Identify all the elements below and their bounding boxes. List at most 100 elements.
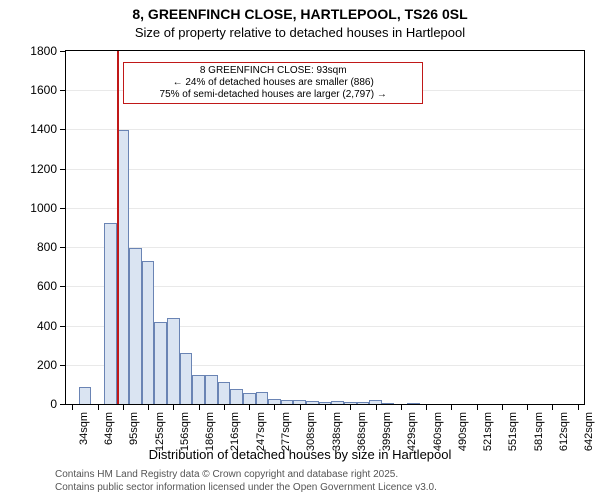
x-tick-label: 64sqm: [103, 412, 115, 462]
x-tick-label: 277sqm: [280, 412, 292, 462]
x-tick: [72, 405, 73, 410]
x-tick: [502, 405, 503, 410]
x-tick: [527, 405, 528, 410]
histogram-bar: [382, 403, 395, 404]
histogram-bar: [306, 401, 319, 404]
histogram-bar: [79, 387, 92, 404]
histogram-bar: [268, 399, 281, 404]
histogram-bar: [142, 261, 155, 404]
histogram-bar: [192, 375, 205, 404]
x-tick-label: 247sqm: [255, 412, 267, 462]
x-tick-label: 95sqm: [128, 412, 140, 462]
x-tick-label: 612sqm: [558, 412, 570, 462]
chart-subtitle: Size of property relative to detached ho…: [0, 25, 600, 40]
x-tick: [325, 405, 326, 410]
x-tick: [477, 405, 478, 410]
x-tick-label: 581sqm: [533, 412, 545, 462]
chart-title: 8, GREENFINCH CLOSE, HARTLEPOOL, TS26 0S…: [0, 6, 600, 22]
y-tick-label: 1400: [17, 122, 57, 136]
x-tick: [173, 405, 174, 410]
y-tick: [60, 169, 65, 170]
histogram-bar: [331, 401, 344, 404]
plot-area: 8 GREENFINCH CLOSE: 93sqm← 24% of detach…: [65, 50, 585, 405]
histogram-bar: [218, 382, 231, 404]
histogram-bar: [129, 248, 142, 404]
y-tick: [60, 365, 65, 366]
y-tick: [60, 90, 65, 91]
histogram-bar: [357, 402, 370, 404]
x-tick-label: 186sqm: [204, 412, 216, 462]
histogram-bar: [369, 400, 382, 404]
x-tick: [98, 405, 99, 410]
y-tick-label: 0: [17, 397, 57, 411]
x-tick: [578, 405, 579, 410]
histogram-bar: [205, 375, 218, 404]
x-tick: [350, 405, 351, 410]
gridline: [66, 129, 584, 130]
x-tick: [451, 405, 452, 410]
x-tick: [300, 405, 301, 410]
x-tick-label: 399sqm: [381, 412, 393, 462]
y-tick-label: 1200: [17, 162, 57, 176]
y-tick: [60, 326, 65, 327]
y-tick: [60, 247, 65, 248]
histogram-bar: [256, 392, 269, 404]
chart-container: { "chart": { "type": "histogram", "title…: [0, 0, 600, 500]
y-tick-label: 200: [17, 358, 57, 372]
credits-line-1: Contains HM Land Registry data © Crown c…: [55, 469, 437, 482]
x-tick: [199, 405, 200, 410]
histogram-bar: [230, 389, 243, 404]
histogram-bar: [180, 353, 193, 404]
x-tick-label: 125sqm: [154, 412, 166, 462]
x-tick-label: 460sqm: [432, 412, 444, 462]
y-tick: [60, 208, 65, 209]
y-tick: [60, 404, 65, 405]
histogram-bar: [167, 318, 180, 404]
y-tick-label: 800: [17, 240, 57, 254]
x-tick-label: 521sqm: [482, 412, 494, 462]
histogram-bar: [154, 322, 167, 404]
y-tick-label: 600: [17, 279, 57, 293]
x-tick-label: 368sqm: [356, 412, 368, 462]
x-tick-label: 490sqm: [457, 412, 469, 462]
x-tick-label: 308sqm: [305, 412, 317, 462]
x-tick-label: 216sqm: [229, 412, 241, 462]
x-tick-label: 551sqm: [507, 412, 519, 462]
annotation-line: 75% of semi-detached houses are larger (…: [128, 89, 418, 101]
histogram-bar: [104, 223, 117, 404]
x-tick: [249, 405, 250, 410]
x-tick: [224, 405, 225, 410]
x-tick: [552, 405, 553, 410]
x-tick: [426, 405, 427, 410]
y-tick-label: 1000: [17, 201, 57, 215]
y-tick-label: 1800: [17, 44, 57, 58]
gridline: [66, 169, 584, 170]
x-tick: [148, 405, 149, 410]
property-marker-line: [117, 51, 119, 404]
annotation-line: ← 24% of detached houses are smaller (88…: [128, 77, 418, 89]
x-tick: [401, 405, 402, 410]
x-tick-label: 34sqm: [78, 412, 90, 462]
y-tick: [60, 286, 65, 287]
gridline: [66, 247, 584, 248]
x-tick: [123, 405, 124, 410]
x-tick-label: 642sqm: [583, 412, 595, 462]
histogram-bar: [344, 402, 357, 404]
annotation-line: 8 GREENFINCH CLOSE: 93sqm: [128, 65, 418, 77]
credits-line-2: Contains public sector information licen…: [55, 482, 437, 495]
histogram-bar: [319, 402, 332, 404]
annotation-box: 8 GREENFINCH CLOSE: 93sqm← 24% of detach…: [123, 62, 423, 104]
credits: Contains HM Land Registry data © Crown c…: [55, 469, 437, 494]
x-tick: [274, 405, 275, 410]
x-tick-label: 338sqm: [331, 412, 343, 462]
x-tick: [376, 405, 377, 410]
histogram-bar: [281, 400, 294, 404]
histogram-bar: [293, 400, 306, 404]
x-tick-label: 429sqm: [406, 412, 418, 462]
x-tick-label: 156sqm: [179, 412, 191, 462]
y-tick: [60, 129, 65, 130]
gridline: [66, 208, 584, 209]
histogram-bar: [407, 403, 420, 404]
y-tick-label: 400: [17, 319, 57, 333]
histogram-bar: [243, 393, 256, 404]
